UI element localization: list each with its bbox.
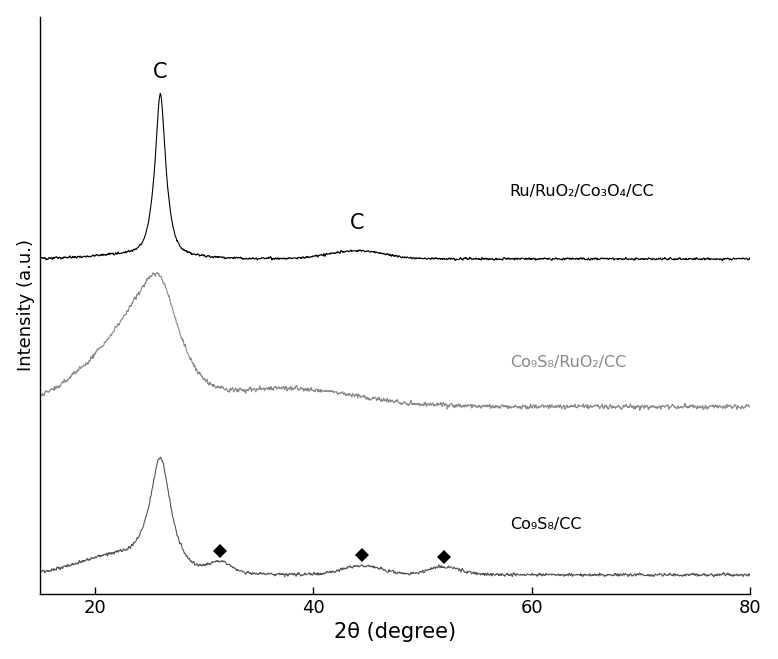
- Text: Co₉S₈/RuO₂/CC: Co₉S₈/RuO₂/CC: [510, 355, 626, 370]
- Text: Co₉S₈/CC: Co₉S₈/CC: [510, 517, 581, 532]
- Text: C: C: [153, 62, 167, 82]
- Text: Ru/RuO₂/Co₃O₄/CC: Ru/RuO₂/Co₃O₄/CC: [510, 185, 654, 200]
- Y-axis label: Intensity (a.u.): Intensity (a.u.): [16, 239, 35, 371]
- X-axis label: 2θ (degree): 2θ (degree): [334, 622, 456, 643]
- Text: C: C: [349, 214, 364, 233]
